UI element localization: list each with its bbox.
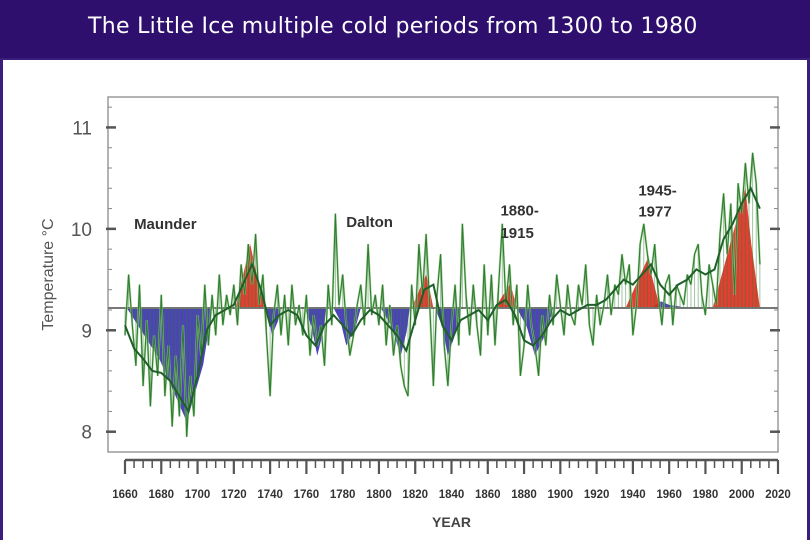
series-line bbox=[124, 152, 761, 437]
warm-period-fill bbox=[625, 259, 661, 308]
smoothed-line bbox=[124, 186, 761, 414]
x-tick-label: 1700 bbox=[185, 489, 211, 501]
x-tick-label: 1760 bbox=[294, 489, 320, 501]
x-tick-label: 1680 bbox=[148, 489, 174, 501]
plot-frame bbox=[107, 96, 779, 453]
period-annotation: 1977 bbox=[638, 204, 671, 221]
x-tick-label: 2000 bbox=[729, 489, 755, 501]
x-tick-label: 2020 bbox=[765, 489, 791, 501]
x-tick-label: 1940 bbox=[620, 489, 646, 501]
chart-panel: 8 9 10 11 Temperature °C 1660 1680 1700 1720 1740… bbox=[3, 60, 807, 540]
x-axis-label: YEAR bbox=[432, 514, 471, 530]
x-tick-label: 1980 bbox=[693, 489, 719, 501]
title-bar: The Little Ice multiple cold periods fro… bbox=[0, 0, 810, 58]
y-tick-label: 9 bbox=[81, 321, 92, 342]
y-axis-label: Temperature °C bbox=[40, 218, 57, 330]
slide-title: The Little Ice multiple cold periods fro… bbox=[88, 14, 698, 39]
x-tick-label: 1860 bbox=[475, 489, 501, 501]
y-tick-label: 8 bbox=[81, 423, 92, 444]
temperature-chart: 8 9 10 11 Temperature °C 1660 1680 1700 1720 1740… bbox=[40, 96, 791, 530]
x-tick-label: 1880 bbox=[511, 489, 537, 501]
x-tick-label: 1800 bbox=[366, 489, 392, 501]
y-tick-label: 10 bbox=[71, 220, 92, 241]
x-tick-label: 1820 bbox=[402, 489, 428, 501]
x-tick-label: 1920 bbox=[584, 489, 610, 501]
x-tick-label: 1960 bbox=[656, 489, 682, 501]
period-annotation: 1880- bbox=[500, 203, 538, 220]
period-annotation: Dalton bbox=[346, 214, 393, 231]
x-tick-label: 1720 bbox=[221, 489, 247, 501]
period-annotation: 1915 bbox=[500, 225, 533, 242]
x-tick-label: 1900 bbox=[548, 489, 574, 501]
x-tick-label: 1740 bbox=[257, 489, 283, 501]
y-tick-label: 11 bbox=[72, 118, 92, 139]
x-tick-label: 1660 bbox=[112, 489, 138, 501]
period-annotation: Maunder bbox=[134, 216, 197, 233]
x-tick-label: 1840 bbox=[439, 489, 465, 501]
period-annotation: 1945- bbox=[638, 182, 676, 199]
x-tick-label: 1780 bbox=[330, 489, 356, 501]
